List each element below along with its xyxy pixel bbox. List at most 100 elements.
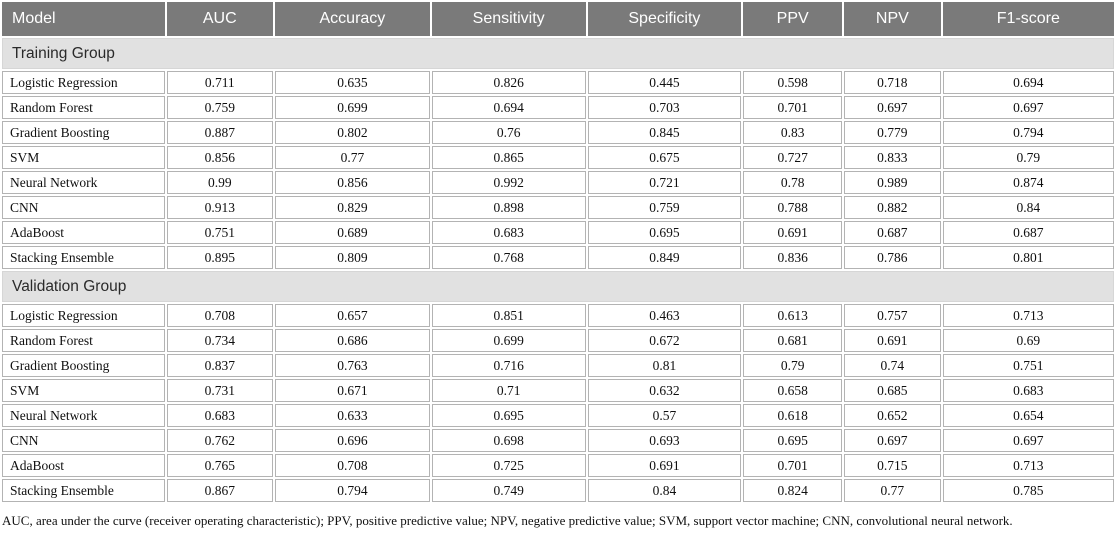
value-cell: 0.681 <box>743 329 843 352</box>
value-cell: 0.716 <box>431 354 586 377</box>
value-cell: 0.76 <box>431 121 586 144</box>
value-cell: 0.687 <box>942 221 1114 244</box>
value-cell: 0.463 <box>587 304 742 327</box>
value-cell: 0.695 <box>431 404 586 427</box>
value-cell: 0.683 <box>942 379 1114 402</box>
value-cell: 0.652 <box>844 404 941 427</box>
value-cell: 0.598 <box>743 71 843 94</box>
value-cell: 0.802 <box>275 121 430 144</box>
value-cell: 0.694 <box>431 96 586 119</box>
value-cell: 0.768 <box>431 246 586 269</box>
value-cell: 0.618 <box>743 404 843 427</box>
value-cell: 0.613 <box>743 304 843 327</box>
value-cell: 0.686 <box>275 329 430 352</box>
value-cell: 0.794 <box>275 479 430 502</box>
table-footnote: AUC, area under the curve (receiver oper… <box>2 513 1013 528</box>
value-cell: 0.689 <box>275 221 430 244</box>
value-cell: 0.84 <box>942 196 1114 219</box>
value-cell: 0.836 <box>743 246 843 269</box>
value-cell: 0.693 <box>587 429 742 452</box>
value-cell: 0.691 <box>844 329 941 352</box>
value-cell: 0.849 <box>587 246 742 269</box>
value-cell: 0.77 <box>844 479 941 502</box>
value-cell: 0.697 <box>942 429 1114 452</box>
table-row: Stacking Ensemble 0.867 0.794 0.749 0.84 0.82… <box>2 479 1114 502</box>
column-header-specificity: Specificity <box>587 2 742 36</box>
value-cell: 0.445 <box>587 71 742 94</box>
model-cell: Random Forest <box>2 329 165 352</box>
value-cell: 0.751 <box>942 354 1114 377</box>
model-cell: Random Forest <box>2 96 165 119</box>
value-cell: 0.867 <box>166 479 273 502</box>
value-cell: 0.633 <box>275 404 430 427</box>
value-cell: 0.856 <box>275 171 430 194</box>
value-cell: 0.698 <box>431 429 586 452</box>
table-row: Neural Network 0.683 0.633 0.695 0.57 0.618 0.… <box>2 404 1114 427</box>
table-row: Stacking Ensemble 0.895 0.809 0.768 0.849 0.8… <box>2 246 1114 269</box>
value-cell: 0.829 <box>275 196 430 219</box>
section-label: Training Group <box>2 38 1114 69</box>
value-cell: 0.708 <box>275 454 430 477</box>
value-cell: 0.833 <box>844 146 941 169</box>
value-cell: 0.694 <box>942 71 1114 94</box>
value-cell: 0.725 <box>431 454 586 477</box>
table-figure: Model AUC Accuracy Sensitivity Specificity PP… <box>2 2 1114 528</box>
model-cell: Gradient Boosting <box>2 121 165 144</box>
table-row: Logistic Regression 0.708 0.657 0.851 0.463 0… <box>2 304 1114 327</box>
value-cell: 0.762 <box>166 429 273 452</box>
value-cell: 0.731 <box>166 379 273 402</box>
value-cell: 0.695 <box>587 221 742 244</box>
model-cell: AdaBoost <box>2 221 165 244</box>
column-header-accuracy: Accuracy <box>275 2 430 36</box>
value-cell: 0.701 <box>743 96 843 119</box>
value-cell: 0.874 <box>942 171 1114 194</box>
table-body: Training Group Logistic Regression 0.711 0.… <box>2 38 1114 502</box>
value-cell: 0.658 <box>743 379 843 402</box>
value-cell: 0.84 <box>587 479 742 502</box>
value-cell: 0.882 <box>844 196 941 219</box>
value-cell: 0.74 <box>844 354 941 377</box>
value-cell: 0.749 <box>431 479 586 502</box>
model-cell: Neural Network <box>2 404 165 427</box>
value-cell: 0.675 <box>587 146 742 169</box>
column-header-sensitivity: Sensitivity <box>431 2 586 36</box>
value-cell: 0.697 <box>844 96 941 119</box>
table-row: Logistic Regression 0.711 0.635 0.826 0.445 0… <box>2 71 1114 94</box>
value-cell: 0.654 <box>942 404 1114 427</box>
value-cell: 0.708 <box>166 304 273 327</box>
value-cell: 0.785 <box>942 479 1114 502</box>
value-cell: 0.794 <box>942 121 1114 144</box>
value-cell: 0.788 <box>743 196 843 219</box>
column-header-f1-score: F1-score <box>942 2 1114 36</box>
table-row: SVM 0.731 0.671 0.71 0.632 0.658 0.685 0.683 <box>2 379 1114 402</box>
table-row: Gradient Boosting 0.837 0.763 0.716 0.81 0.79… <box>2 354 1114 377</box>
column-header-model: Model <box>2 2 165 36</box>
value-cell: 0.765 <box>166 454 273 477</box>
table-row: Neural Network 0.99 0.856 0.992 0.721 0.78 0.9… <box>2 171 1114 194</box>
performance-table: Model AUC Accuracy Sensitivity Specificity PP… <box>2 2 1114 502</box>
value-cell: 0.913 <box>166 196 273 219</box>
value-cell: 0.989 <box>844 171 941 194</box>
model-cell: SVM <box>2 379 165 402</box>
value-cell: 0.79 <box>743 354 843 377</box>
value-cell: 0.895 <box>166 246 273 269</box>
value-cell: 0.697 <box>942 96 1114 119</box>
value-cell: 0.83 <box>743 121 843 144</box>
value-cell: 0.69 <box>942 329 1114 352</box>
model-cell: Neural Network <box>2 171 165 194</box>
value-cell: 0.845 <box>587 121 742 144</box>
value-cell: 0.79 <box>942 146 1114 169</box>
value-cell: 0.824 <box>743 479 843 502</box>
value-cell: 0.57 <box>587 404 742 427</box>
value-cell: 0.713 <box>942 454 1114 477</box>
table-row: SVM 0.856 0.77 0.865 0.675 0.727 0.833 0.79 <box>2 146 1114 169</box>
value-cell: 0.751 <box>166 221 273 244</box>
model-cell: Logistic Regression <box>2 71 165 94</box>
value-cell: 0.671 <box>275 379 430 402</box>
model-cell: CNN <box>2 429 165 452</box>
table-row: Random Forest 0.734 0.686 0.699 0.672 0.681 0.… <box>2 329 1114 352</box>
value-cell: 0.898 <box>431 196 586 219</box>
value-cell: 0.71 <box>431 379 586 402</box>
section-row: Validation Group <box>2 271 1114 302</box>
model-cell: Stacking Ensemble <box>2 479 165 502</box>
